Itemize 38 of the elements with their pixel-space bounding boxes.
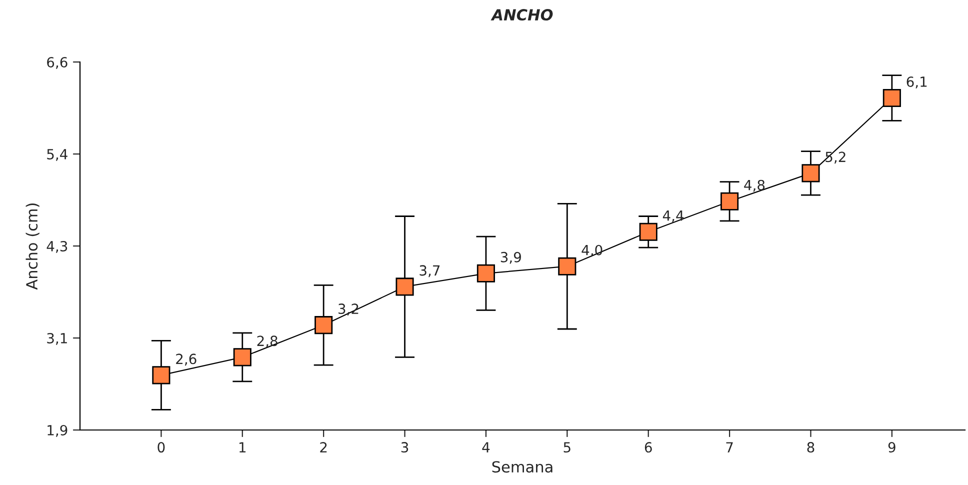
data-label: 3,9 <box>500 252 521 264</box>
x-tick-label: 4 <box>482 442 490 452</box>
y-tick-label: 1,9 <box>48 424 68 437</box>
point <box>639 222 658 241</box>
x-tick-label: 1 <box>239 442 246 452</box>
y-tick-label: 4,3 <box>46 240 68 253</box>
x-tick-label: 6 <box>644 442 652 453</box>
y-tick-label: 5,4 <box>47 149 68 161</box>
y-tick-label: 6,6 <box>47 56 68 69</box>
x-tick-label: 3 <box>401 442 408 453</box>
point <box>802 164 820 182</box>
point <box>476 264 495 282</box>
x-axis-title: Semana <box>492 461 552 473</box>
point <box>233 348 252 366</box>
data-label: 2,8 <box>257 336 278 348</box>
x-tick-label: 0 <box>158 442 165 453</box>
point <box>882 88 901 108</box>
data-label: 6,1 <box>906 76 927 88</box>
y-tick-label: 3,1 <box>47 332 67 345</box>
point <box>152 366 170 384</box>
y-axis-title: Ancho (cm) <box>26 204 40 290</box>
data-label: 4,4 <box>662 210 684 222</box>
data-label: 4,0 <box>582 244 602 257</box>
x-tick-label: 2 <box>320 442 327 452</box>
chart-title: ANCHO <box>490 8 553 21</box>
point <box>396 278 414 296</box>
data-label: 4,8 <box>744 180 765 192</box>
x-tick-label: 8 <box>807 442 814 453</box>
x-tick-label: 7 <box>726 442 733 452</box>
data-label: 3,2 <box>338 304 358 316</box>
data-label: 5,2 <box>826 152 846 164</box>
x-tick-label: 9 <box>888 442 896 453</box>
data-label: 3,7 <box>420 265 440 278</box>
x-tick-label: 5 <box>564 442 570 453</box>
point <box>314 316 333 334</box>
data-label: 2,6 <box>176 354 196 366</box>
point <box>720 192 739 210</box>
point <box>558 257 576 276</box>
